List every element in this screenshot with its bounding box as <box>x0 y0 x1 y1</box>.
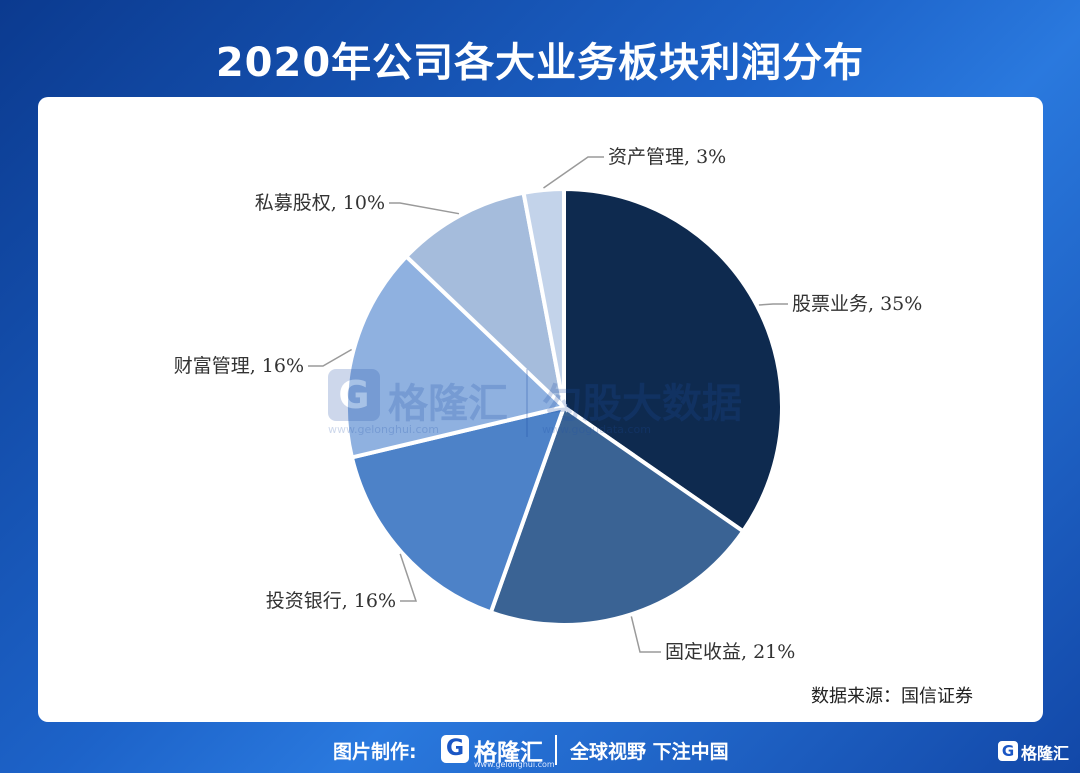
corner-logo-icon: G <box>998 741 1018 761</box>
slice-label: 财富管理, 16% <box>174 355 304 377</box>
slice-label: 资产管理, 3% <box>608 146 726 168</box>
footer-divider <box>555 735 557 765</box>
leader-line <box>630 616 661 653</box>
footer-slogan: 全球视野 下注中国 <box>570 741 729 763</box>
pie-slice <box>344 253 569 460</box>
leader-line <box>389 202 460 215</box>
pie-slice <box>562 186 784 535</box>
pie-slice <box>488 403 746 627</box>
chart-card: 股票业务, 35% 固定收益, 21% 投资银行, 16% 财富管理, 16% 私募股权… <box>38 97 1043 722</box>
pie-slice <box>403 190 568 413</box>
leader-line <box>399 553 418 602</box>
credit-label: 图片制作: <box>333 741 417 763</box>
leader-line <box>758 303 788 306</box>
leader-line <box>308 348 353 367</box>
footer-bar: 图片制作: G 格隆汇 www.gelonghui.com 全球视野 下注中国 … <box>0 727 1080 773</box>
pie-chart: 股票业务, 35% 固定收益, 21% 投资银行, 16% 财富管理, 16% 私募股权… <box>174 146 923 663</box>
pie-slice <box>521 186 566 408</box>
pie-slice <box>349 404 568 615</box>
slice-label: 股票业务, 35% <box>792 293 922 315</box>
footer-brand-url: www.gelonghui.com <box>474 760 555 769</box>
gelonghui-logo-icon: G <box>441 735 469 763</box>
corner-brand: 格隆汇 <box>1021 744 1070 763</box>
footer-brand-name: 格隆汇 <box>474 740 543 766</box>
data-source: 数据来源：国信证券 <box>811 686 973 707</box>
chart-title: 2020年公司各大业务板块利润分布 <box>215 40 865 86</box>
slice-label: 投资银行, 16% <box>266 590 396 612</box>
slice-label: 私募股权, 10% <box>255 192 385 214</box>
slice-label: 固定收益, 21% <box>665 641 795 663</box>
leader-line <box>543 156 604 189</box>
